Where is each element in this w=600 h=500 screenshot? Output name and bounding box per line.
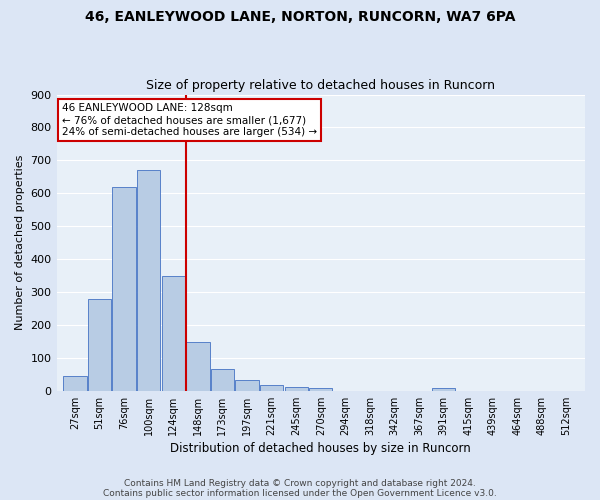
- Text: 46, EANLEYWOOD LANE, NORTON, RUNCORN, WA7 6PA: 46, EANLEYWOOD LANE, NORTON, RUNCORN, WA…: [85, 10, 515, 24]
- Text: Contains HM Land Registry data © Crown copyright and database right 2024.: Contains HM Land Registry data © Crown c…: [124, 478, 476, 488]
- Bar: [137, 170, 160, 391]
- X-axis label: Distribution of detached houses by size in Runcorn: Distribution of detached houses by size …: [170, 442, 471, 455]
- Bar: [64, 376, 86, 391]
- Bar: [186, 342, 209, 391]
- Bar: [211, 370, 234, 391]
- Title: Size of property relative to detached houses in Runcorn: Size of property relative to detached ho…: [146, 79, 495, 92]
- Bar: [161, 276, 185, 391]
- Bar: [260, 385, 283, 391]
- Bar: [432, 388, 455, 391]
- Bar: [112, 186, 136, 391]
- Bar: [309, 388, 332, 391]
- Y-axis label: Number of detached properties: Number of detached properties: [15, 155, 25, 330]
- Bar: [284, 387, 308, 391]
- Bar: [235, 380, 259, 391]
- Bar: [88, 298, 111, 391]
- Text: Contains public sector information licensed under the Open Government Licence v3: Contains public sector information licen…: [103, 488, 497, 498]
- Text: 46 EANLEYWOOD LANE: 128sqm
← 76% of detached houses are smaller (1,677)
24% of s: 46 EANLEYWOOD LANE: 128sqm ← 76% of deta…: [62, 104, 317, 136]
